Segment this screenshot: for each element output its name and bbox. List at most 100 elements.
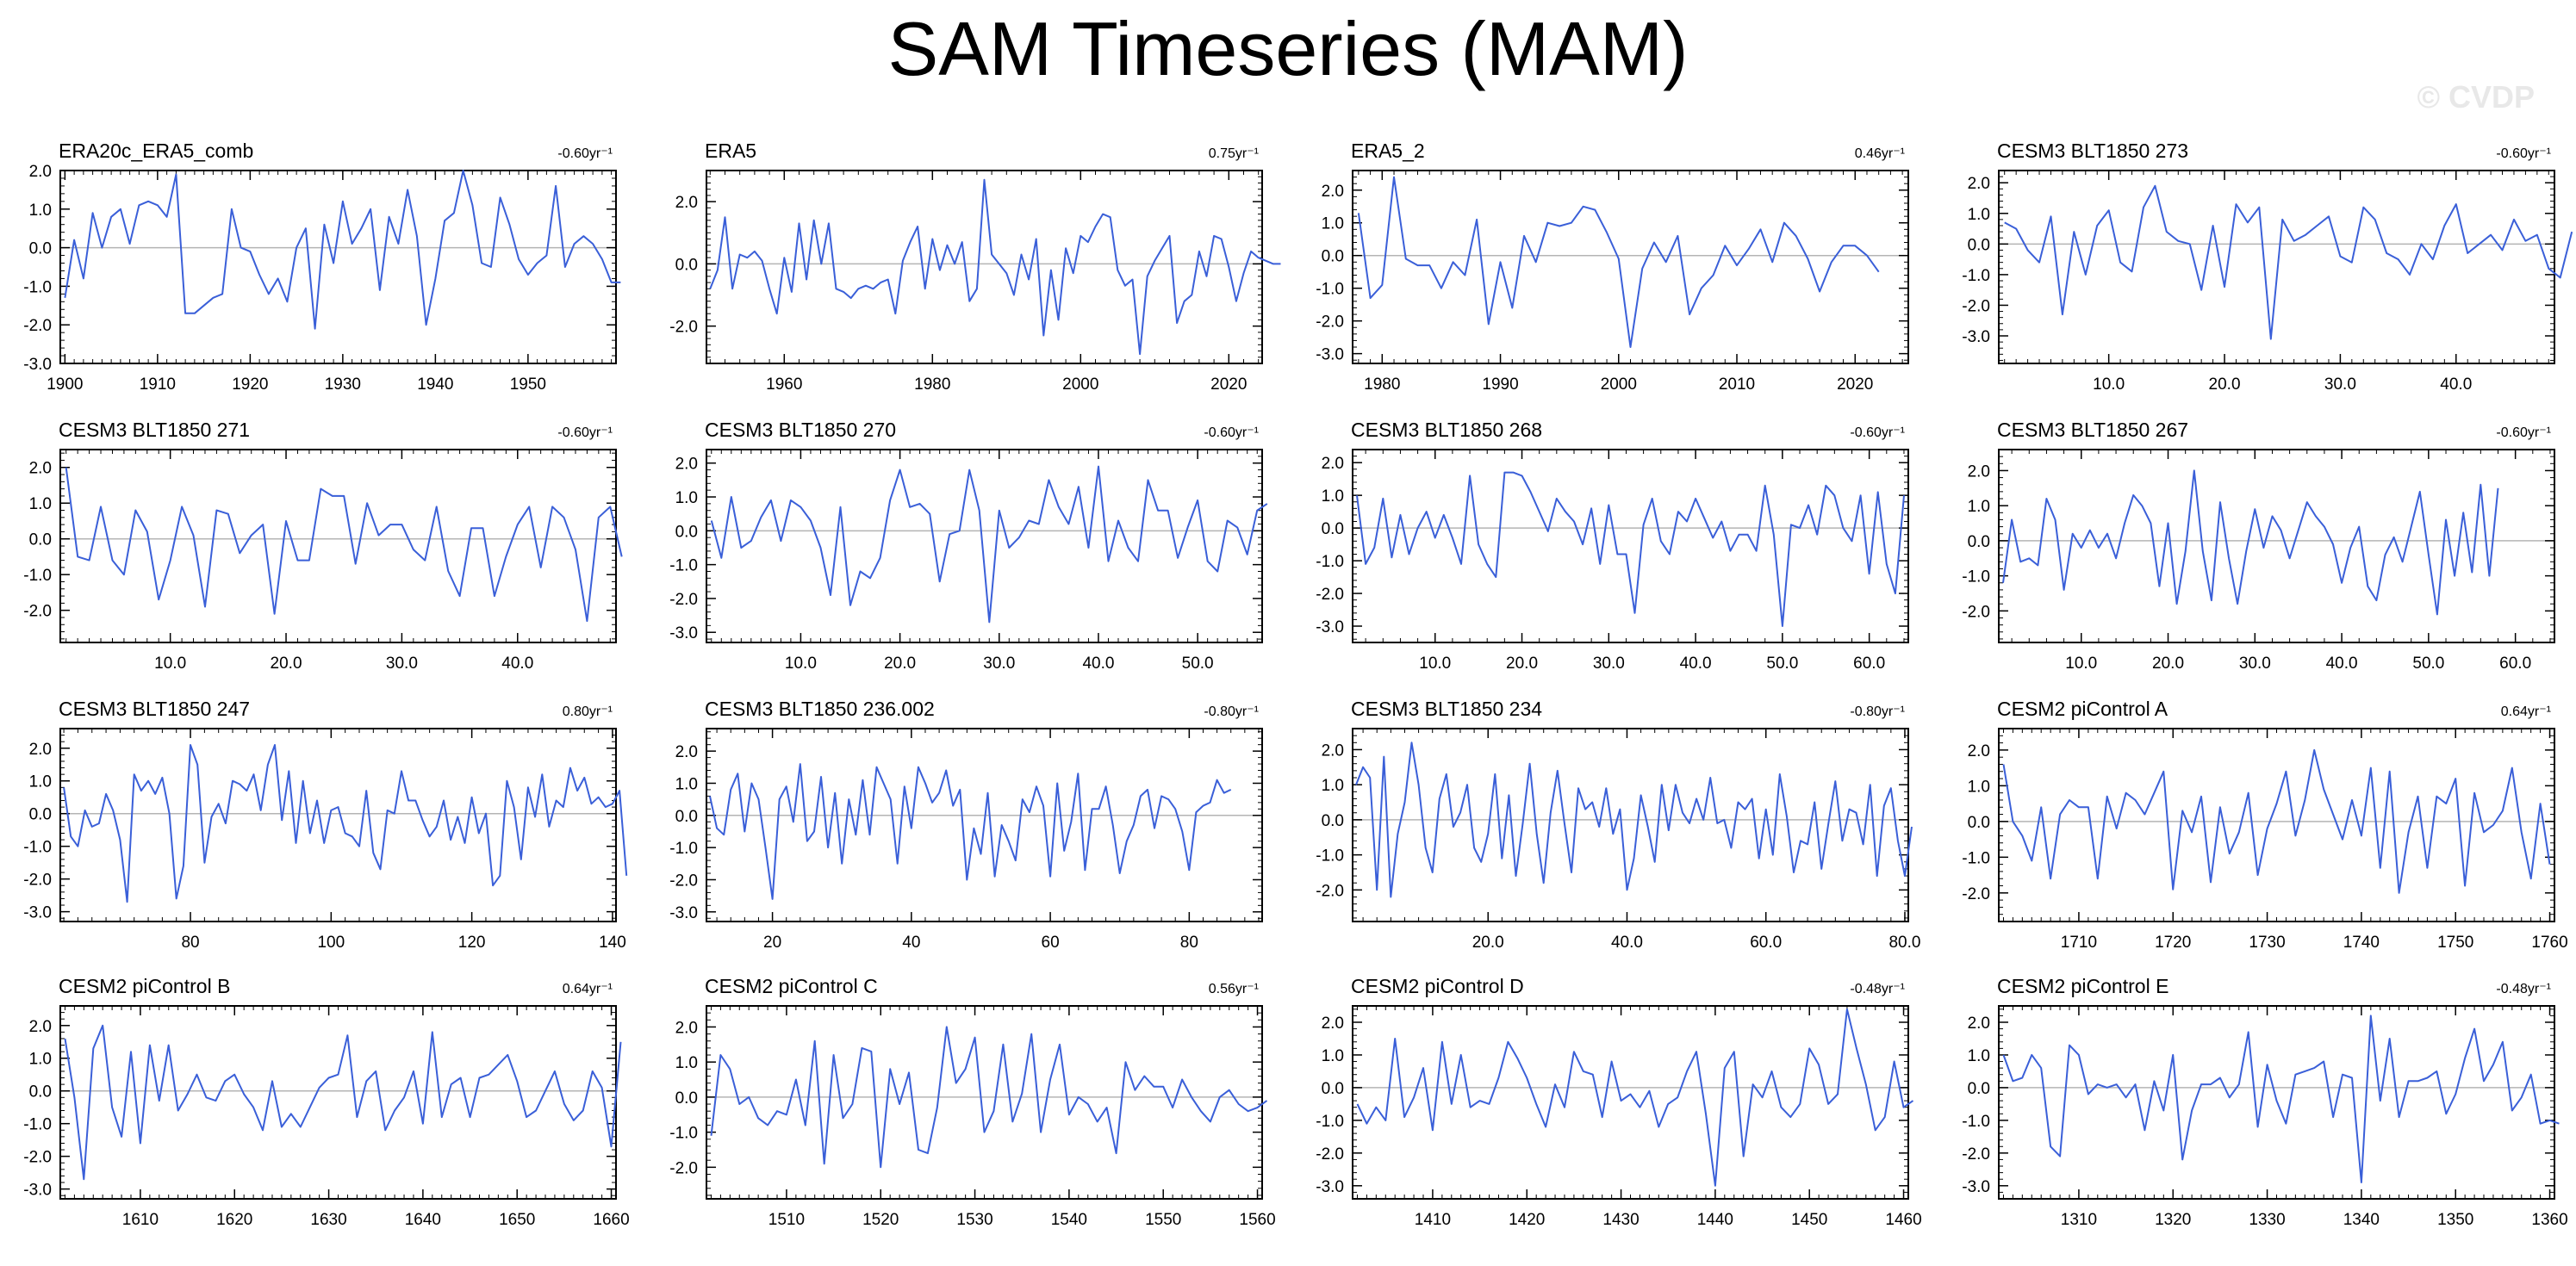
- series-line: [2002, 748, 2551, 894]
- y-tick-label: -2.0: [23, 872, 52, 890]
- panel-title: CESM3 BLT1850 271: [59, 419, 250, 441]
- y-tick-label: 0.0: [1968, 533, 1990, 551]
- y-tick-label: 2.0: [1322, 1015, 1344, 1033]
- panel-title: CESM2 piControl E: [1997, 975, 2168, 997]
- y-tick-label: 0.0: [1968, 1080, 1990, 1098]
- x-tick-label: 1350: [2437, 1211, 2473, 1229]
- y-tick-label: 0.0: [29, 806, 52, 824]
- plot-frame: [59, 170, 617, 364]
- trend-label: -0.60yr⁻¹: [1850, 425, 1905, 440]
- x-tick-label: 1630: [310, 1211, 346, 1229]
- plot-frame: [59, 449, 617, 643]
- x-tick-label: 50.0: [1182, 655, 1214, 673]
- y-tick-label: 2.0: [1968, 1015, 1990, 1033]
- chart-panel: -3.0 -2.0 -1.0 0.0 1.0 2.0 10.0 20.0 30.0 40.0 50.…: [669, 419, 1268, 673]
- y-tick-label: 0.0: [1322, 812, 1344, 830]
- x-tick-label: 30.0: [983, 655, 1015, 673]
- y-tick-label: -1.0: [23, 839, 52, 857]
- x-tick-label: 1730: [2249, 934, 2285, 952]
- y-tick-label: -3.0: [1316, 618, 1344, 636]
- y-tick-label: 2.0: [29, 741, 52, 759]
- x-tick-label: 10.0: [785, 655, 817, 673]
- x-tick-label: 10.0: [1419, 655, 1451, 673]
- y-tick-label: 1.0: [675, 489, 698, 507]
- x-tick-label: 40.0: [2440, 375, 2472, 394]
- y-tick-label: -2.0: [669, 1159, 698, 1177]
- y-tick-label: -1.0: [1962, 849, 1990, 867]
- y-tick-label: 2.0: [675, 456, 698, 474]
- y-tick-label: -2.0: [23, 1149, 52, 1167]
- x-tick-label: 20: [763, 934, 781, 952]
- y-tick-label: 0.0: [675, 808, 698, 826]
- x-tick-label: 1960: [766, 375, 802, 394]
- x-tick-label: 40.0: [501, 655, 533, 673]
- y-tick-label: -2.0: [1316, 1145, 1344, 1164]
- trend-label: -0.60yr⁻¹: [557, 425, 613, 440]
- x-tick-label: 1520: [862, 1211, 899, 1229]
- y-tick-label: 2.0: [675, 194, 698, 212]
- trend-label: -0.48yr⁻¹: [1850, 982, 1905, 996]
- x-tick-label: 1550: [1145, 1211, 1181, 1229]
- plot-frame: [1998, 170, 2555, 364]
- series-line: [1356, 471, 1905, 627]
- x-tick-label: 10.0: [2093, 375, 2125, 394]
- x-tick-label: 2020: [1837, 375, 1873, 394]
- y-tick-label: 0.0: [1968, 236, 1990, 254]
- y-tick-label: 0.0: [1968, 814, 1990, 832]
- x-tick-label: 30.0: [2324, 375, 2356, 394]
- y-tick-label: 1.0: [1322, 777, 1344, 795]
- y-tick-label: 0.0: [675, 1089, 698, 1108]
- y-tick-label: 2.0: [675, 1019, 698, 1037]
- series-line: [710, 465, 1268, 624]
- y-tick-label: -1.0: [1316, 847, 1344, 866]
- y-tick-label: -3.0: [23, 904, 52, 922]
- x-tick-label: 1620: [216, 1211, 252, 1229]
- y-tick-label: 2.0: [1322, 742, 1344, 760]
- trend-label: -0.60yr⁻¹: [2496, 425, 2551, 440]
- y-tick-label: -1.0: [23, 278, 52, 296]
- trend-label: 0.56yr⁻¹: [1209, 982, 1259, 996]
- panel-title: CESM2 piControl C: [705, 975, 878, 997]
- y-tick-label: -2.0: [1962, 603, 1990, 621]
- x-tick-label: 1660: [593, 1211, 629, 1229]
- x-tick-label: 1610: [122, 1211, 159, 1229]
- x-tick-label: 1900: [47, 375, 83, 394]
- series-line: [1355, 742, 1913, 898]
- x-tick-label: 1360: [2531, 1211, 2567, 1229]
- x-tick-label: 30.0: [1593, 655, 1625, 673]
- series-line: [1357, 176, 1880, 348]
- x-tick-label: 20.0: [1506, 655, 1538, 673]
- panel-title: ERA5: [705, 140, 756, 162]
- y-tick-label: 0.0: [29, 1083, 52, 1102]
- y-tick-label: -2.0: [1962, 885, 1990, 903]
- y-tick-label: 2.0: [1322, 455, 1344, 473]
- trend-label: -0.80yr⁻¹: [1850, 704, 1905, 719]
- y-tick-label: -2.0: [1962, 1145, 1990, 1164]
- x-tick-label: 1980: [914, 375, 950, 394]
- x-tick-label: 60.0: [1853, 655, 1885, 673]
- x-tick-label: 20.0: [2209, 375, 2241, 394]
- x-tick-label: 1450: [1791, 1211, 1827, 1229]
- x-tick-label: 20.0: [271, 655, 302, 673]
- y-tick-label: -1.0: [23, 567, 52, 585]
- x-tick-label: 1320: [2155, 1211, 2191, 1229]
- y-tick-label: -1.0: [669, 840, 698, 858]
- y-tick-label: -1.0: [669, 1125, 698, 1143]
- page-title: SAM Timeseries (MAM): [887, 6, 1689, 91]
- y-tick-label: 1.0: [1968, 498, 1990, 516]
- plot-frame: [1352, 170, 1909, 364]
- trend-label: 0.64yr⁻¹: [2501, 704, 2551, 719]
- chart-panel: -2.0 -1.0 0.0 1.0 2.0 1510 1520 1530 1540 1550 156…: [669, 975, 1275, 1229]
- plot-frame: [706, 170, 1263, 364]
- series-line: [64, 1024, 622, 1181]
- chart-panel: -2.0 -1.0 0.0 1.0 2.0 10.0 20.0 30.0 40.0 50.0 60.…: [1962, 419, 2555, 673]
- y-tick-label: 0.0: [1322, 520, 1344, 538]
- y-tick-label: -2.0: [669, 591, 698, 609]
- y-tick-label: -2.0: [23, 603, 52, 621]
- plot-frame: [706, 449, 1263, 643]
- y-tick-label: -3.0: [1316, 346, 1344, 364]
- trend-label: -0.60yr⁻¹: [2496, 146, 2551, 161]
- y-tick-label: -2.0: [1316, 313, 1344, 332]
- x-tick-label: 40.0: [2326, 655, 2358, 673]
- series-line: [2004, 184, 2573, 340]
